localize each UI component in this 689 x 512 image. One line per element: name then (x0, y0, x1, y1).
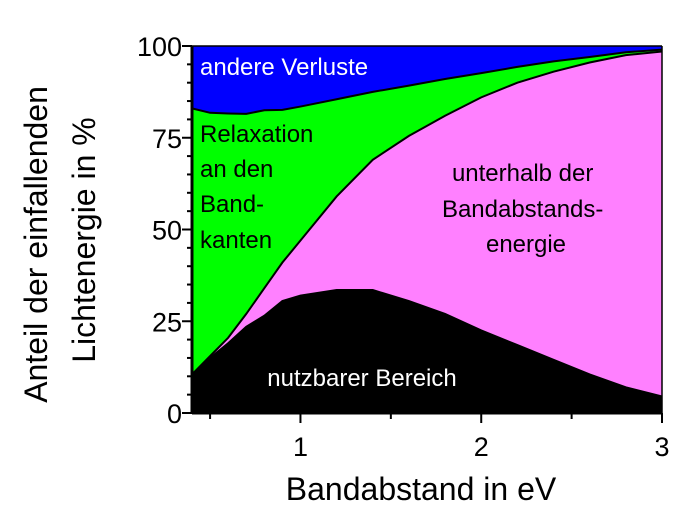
boundary-line-2 (191, 48, 663, 115)
label-relaxation: Relaxation an den Band- kanten (200, 121, 320, 254)
y-axis-label: Anteil der einfallenden Lichtenergie in … (18, 77, 102, 403)
label-nutzbarer-bereich: nutzbarer Bereich (267, 365, 456, 392)
x-axis-label: Bandabstand in eV (286, 471, 557, 507)
x-tick-label: 1 (293, 432, 308, 462)
boundary-line-1 (191, 50, 663, 376)
y-tick-label: 100 (137, 32, 182, 62)
y-tick-label: 0 (167, 399, 182, 429)
area-2 (192, 49, 662, 375)
boundary-line-0 (191, 289, 663, 398)
label-unterhalb: unterhalb der Bandabstands- energie (442, 160, 610, 258)
axes: 0 25 50 75 100 1 2 3 (137, 32, 670, 462)
y-tick-label: 75 (152, 124, 182, 154)
area-3 (192, 46, 662, 114)
x-tick-label: 2 (474, 432, 489, 462)
area-1 (192, 51, 662, 397)
x-tick-label: 3 (654, 432, 669, 462)
label-andere-verluste: andere Verluste (200, 54, 368, 81)
region-labels: andere Verluste Relaxation an den Band- … (200, 54, 610, 392)
y-tick-label: 25 (152, 307, 182, 337)
areas (191, 46, 663, 413)
y-tick-label: 50 (152, 216, 182, 246)
area-0 (192, 290, 662, 413)
